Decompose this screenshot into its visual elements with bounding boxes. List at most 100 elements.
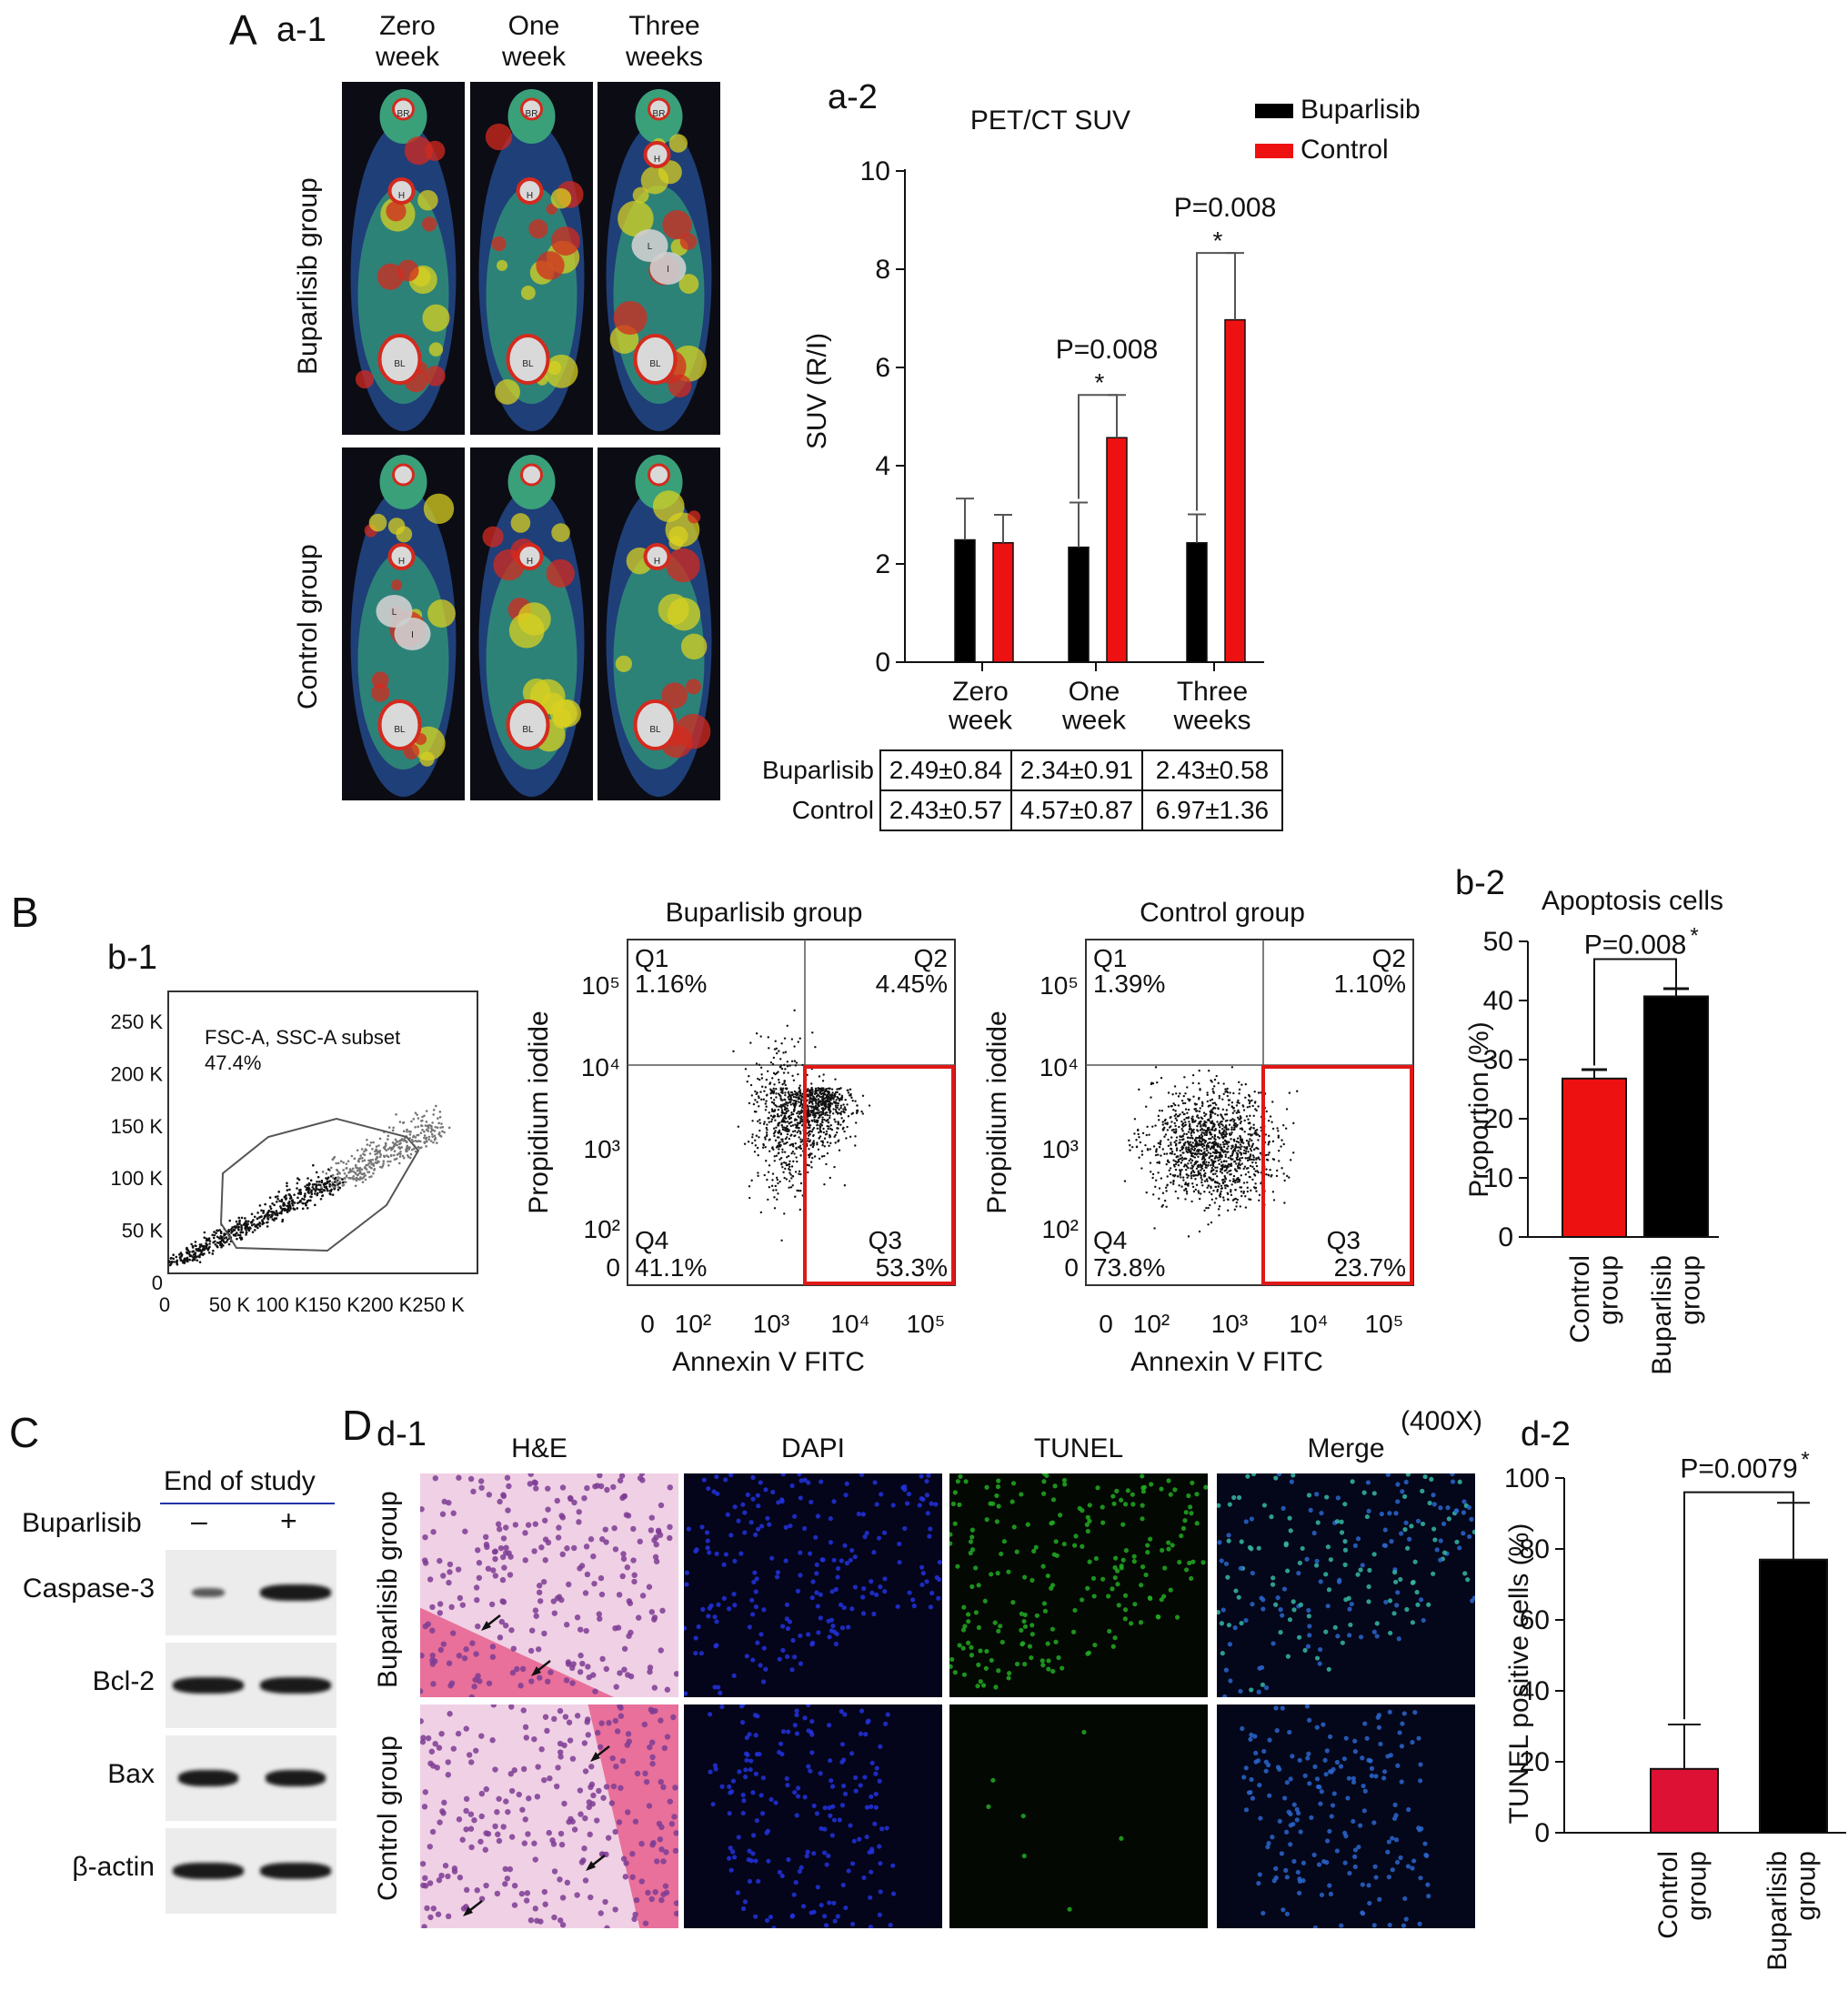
cell-nucleus xyxy=(1231,1494,1237,1501)
event-dot xyxy=(807,1107,809,1110)
x-tick-label: 10⁵ xyxy=(1365,1310,1404,1338)
event-dot xyxy=(250,1212,254,1216)
y-tick-label: 0 xyxy=(875,648,890,678)
event-dot xyxy=(769,1114,773,1117)
y-tick-label: 30 xyxy=(1483,1045,1513,1075)
event-dot xyxy=(1176,1161,1179,1163)
cell-nucleus xyxy=(842,1543,848,1548)
event-dot xyxy=(789,1124,793,1128)
event-dot xyxy=(1226,1184,1230,1188)
cell-nucleus xyxy=(741,1798,747,1804)
cell-nucleus xyxy=(1273,1602,1279,1607)
d1-row-control: Control group xyxy=(373,1735,403,1901)
cell-nucleus xyxy=(794,1708,799,1714)
event-dot xyxy=(781,1148,784,1151)
y-tick-label: 2 xyxy=(875,549,890,579)
cell-nucleus xyxy=(661,1745,668,1752)
event-dot xyxy=(748,1185,751,1188)
cell-nucleus xyxy=(937,1560,942,1565)
event-dot xyxy=(814,1121,818,1123)
event-dot xyxy=(814,1101,818,1103)
cell-nucleus xyxy=(427,1880,434,1886)
event-dot xyxy=(1194,1173,1198,1177)
event-dot xyxy=(1235,1170,1238,1172)
event-dot xyxy=(748,1101,751,1105)
event-dot xyxy=(375,1145,378,1148)
legend-swatch xyxy=(1255,144,1293,158)
cell-nucleus xyxy=(579,1660,586,1667)
event-dot xyxy=(792,1160,795,1163)
event-dot xyxy=(1271,1127,1275,1131)
event-dot xyxy=(821,1112,825,1116)
event-dot xyxy=(245,1220,247,1222)
event-dot xyxy=(1213,1101,1217,1104)
cell-nucleus xyxy=(537,1674,543,1681)
event-dot xyxy=(758,1105,760,1108)
cell-nucleus xyxy=(425,1621,431,1627)
event-dot xyxy=(1190,1143,1192,1146)
event-dot xyxy=(799,1182,803,1185)
event-dot xyxy=(1223,1181,1227,1183)
event-dot xyxy=(1252,1172,1256,1176)
event-dot xyxy=(1161,1121,1164,1123)
event-dot xyxy=(845,1137,848,1140)
cell-nucleus xyxy=(1070,1629,1077,1634)
event-dot xyxy=(172,1253,175,1257)
event-dot xyxy=(812,1126,816,1130)
cell-nucleus xyxy=(1148,1595,1153,1602)
event-dot xyxy=(1191,1169,1195,1172)
organ-mark: L xyxy=(392,608,397,618)
cell-nucleus xyxy=(559,1551,566,1558)
cell-nucleus xyxy=(740,1810,746,1816)
event-dot xyxy=(1181,1134,1184,1137)
event-dot xyxy=(796,1189,798,1192)
event-dot xyxy=(794,1123,797,1126)
event-dot xyxy=(423,1141,427,1144)
event-dot xyxy=(303,1198,306,1201)
event-dot xyxy=(369,1166,373,1170)
cell-nucleus xyxy=(761,1607,767,1613)
cell-nucleus xyxy=(492,1823,498,1830)
cell-nucleus xyxy=(598,1910,604,1916)
event-dot xyxy=(1254,1161,1258,1164)
cell-nucleus xyxy=(712,1684,718,1690)
event-dot xyxy=(836,1127,839,1130)
cell-nucleus xyxy=(1280,1613,1285,1618)
cell-nucleus xyxy=(576,1509,582,1515)
event-dot xyxy=(1199,1089,1201,1091)
cell-nucleus xyxy=(1326,1666,1331,1672)
x-tick-label: 250 K xyxy=(412,1293,465,1316)
event-dot xyxy=(1153,1227,1156,1230)
cell-nucleus xyxy=(1367,1567,1372,1573)
event-dot xyxy=(1181,1111,1184,1114)
event-dot xyxy=(425,1110,428,1112)
event-dot xyxy=(191,1244,195,1248)
event-dot xyxy=(326,1176,330,1179)
event-dot xyxy=(850,1096,853,1100)
event-dot xyxy=(288,1188,291,1192)
bladder-region xyxy=(377,699,422,750)
event-dot xyxy=(240,1224,243,1227)
uptake-hotspot xyxy=(668,374,692,398)
event-dot xyxy=(811,1128,814,1131)
event-dot xyxy=(756,1146,759,1150)
cell-nucleus xyxy=(783,1558,788,1564)
cell-nucleus xyxy=(1394,1603,1400,1608)
event-dot xyxy=(1200,1131,1204,1134)
event-dot xyxy=(307,1183,310,1187)
event-dot xyxy=(786,1024,788,1027)
cell-nucleus xyxy=(1062,1482,1068,1487)
event-dot xyxy=(1198,1082,1200,1085)
event-dot xyxy=(301,1197,304,1201)
event-dot xyxy=(1226,1209,1230,1212)
event-dot xyxy=(778,1081,781,1084)
cell-nucleus xyxy=(822,1850,828,1855)
event-dot xyxy=(1188,1121,1190,1123)
event-dot xyxy=(769,1061,773,1064)
cell-nucleus xyxy=(1194,1492,1200,1497)
event-dot xyxy=(1184,1108,1188,1111)
event-dot xyxy=(776,1144,779,1148)
event-dot xyxy=(1158,1146,1161,1149)
cell-nucleus xyxy=(1420,1488,1425,1493)
